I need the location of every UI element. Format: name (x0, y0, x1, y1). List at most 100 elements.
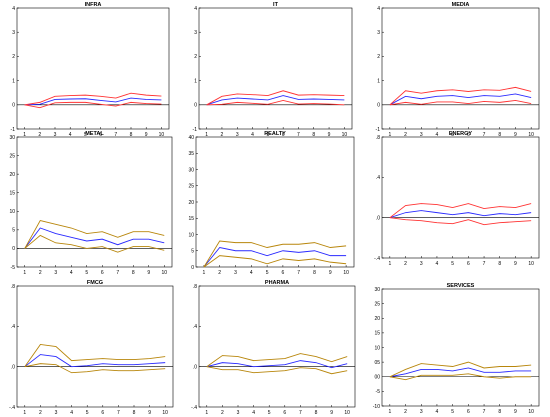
x-tick-label: 3 (55, 410, 58, 416)
x-tick-label: 9 (329, 270, 332, 276)
y-tick-label: 10 (9, 209, 15, 215)
panel-services: SERVICES -10 -5 00 05 10 15 20 25 30 1 2 3 4 5 6 7 8 9 10 (373, 283, 540, 415)
upper-band-line (206, 353, 348, 368)
x-tick-label: 8 (132, 270, 135, 276)
upper-band-line (389, 203, 532, 219)
plot-frame (16, 136, 173, 268)
x-tick-label: 3 (236, 132, 239, 138)
y-tick-label: .0 (376, 215, 380, 221)
y-tick-label: -5 (376, 389, 381, 395)
x-tick-label: 10 (344, 410, 350, 416)
x-tick-label: 9 (514, 261, 517, 267)
x-tick-label: 3 (54, 132, 57, 138)
lower-band-line (389, 99, 532, 106)
upper-band-line (389, 361, 532, 378)
x-tick-label: 9 (330, 410, 333, 416)
x-tick-label: 6 (101, 270, 104, 276)
y-tick-label: -.4 (191, 405, 197, 411)
x-tick-label: 6 (467, 261, 470, 267)
x-tick-label: 3 (420, 261, 423, 267)
x-tick-label: 3 (234, 270, 237, 276)
x-tick-label: 7 (299, 410, 302, 416)
y-tick-label: 1 (194, 78, 197, 84)
plot-frame (381, 288, 540, 407)
x-tick-label: 5 (451, 261, 454, 267)
plot-frame (16, 285, 174, 408)
lower-band-line (24, 363, 166, 374)
upper-band-line (24, 92, 162, 106)
panel-title: PHARMA (265, 280, 289, 286)
y-tick-label: -.4 (374, 256, 380, 262)
upper-band-line (206, 90, 345, 106)
y-tick-label: 15 (9, 191, 15, 197)
y-tick-label: 4 (194, 6, 197, 12)
y-tick-label: 0 (377, 103, 380, 109)
x-tick-label: 6 (283, 410, 286, 416)
upper-band-line (389, 86, 532, 106)
y-tick-label: 3 (12, 30, 15, 36)
y-tick-label: 2 (377, 54, 380, 60)
response-line (389, 210, 532, 219)
response-line (203, 247, 347, 268)
x-tick-label: 7 (117, 410, 120, 416)
x-tick-label: 10 (343, 270, 349, 276)
x-tick-label: 9 (145, 132, 148, 138)
upper-band-line (203, 240, 347, 268)
response-line (206, 95, 345, 106)
x-tick-label: 9 (514, 132, 517, 138)
y-tick-label: 25 (374, 301, 380, 307)
x-tick-label: 8 (498, 261, 501, 267)
y-tick-label: -10 (373, 404, 380, 410)
x-tick-label: 1 (205, 132, 208, 138)
x-tick-label: 1 (23, 270, 26, 276)
x-tick-label: 9 (147, 270, 150, 276)
x-tick-label: 2 (404, 132, 407, 138)
y-tick-label: .8 (376, 135, 380, 141)
y-tick-label: 35 (188, 151, 194, 157)
y-tick-label: .4 (11, 324, 15, 330)
panel-it: IT -1 0 1 2 3 4 1 2 3 4 5 6 7 8 9 10 (193, 2, 353, 138)
x-tick-label: 10 (162, 410, 168, 416)
y-tick-label: -1 (193, 127, 198, 133)
x-tick-label: 10 (528, 409, 534, 415)
panel-pharma: PHARMA -.4 .0 .4 .8 1 2 3 4 5 6 7 8 9 10 (191, 280, 356, 416)
y-tick-label: .8 (193, 284, 197, 290)
plot-frame (16, 7, 170, 130)
panel-title: FMCG (87, 280, 103, 286)
panel-title: INFRA (85, 2, 102, 8)
y-tick-label: 5 (12, 228, 15, 234)
x-tick-label: 9 (514, 409, 517, 415)
x-tick-label: 4 (436, 409, 439, 415)
upper-band-line (24, 343, 166, 367)
lower-band-line (389, 217, 532, 226)
x-tick-label: 7 (297, 270, 300, 276)
y-tick-label: 10 (374, 345, 380, 351)
x-tick-label: 8 (312, 132, 315, 138)
response-line (24, 227, 165, 249)
x-tick-label: 1 (23, 410, 26, 416)
x-tick-label: 4 (250, 270, 253, 276)
lower-band-line (206, 99, 345, 106)
x-tick-label: 2 (404, 261, 407, 267)
x-tick-label: 4 (252, 410, 255, 416)
x-tick-label: 7 (483, 261, 486, 267)
x-tick-label: 10 (161, 270, 167, 276)
y-tick-label: 0 (12, 246, 15, 252)
x-tick-label: 3 (420, 409, 423, 415)
y-tick-label: 30 (9, 135, 15, 141)
y-tick-label: 25 (188, 184, 194, 190)
y-tick-label: 2 (194, 54, 197, 60)
y-tick-label: 15 (188, 216, 194, 222)
x-tick-label: 8 (130, 132, 133, 138)
x-tick-label: 1 (23, 132, 26, 138)
x-tick-label: 10 (159, 132, 165, 138)
panel-title: ENERGY (449, 131, 473, 137)
x-tick-label: 5 (266, 270, 269, 276)
y-tick-label: -.4 (9, 405, 15, 411)
y-tick-label: 05 (374, 360, 380, 366)
x-tick-label: 1 (388, 261, 391, 267)
x-tick-label: 6 (467, 132, 470, 138)
y-tick-label: 2 (12, 54, 15, 60)
lower-band-line (24, 101, 162, 109)
